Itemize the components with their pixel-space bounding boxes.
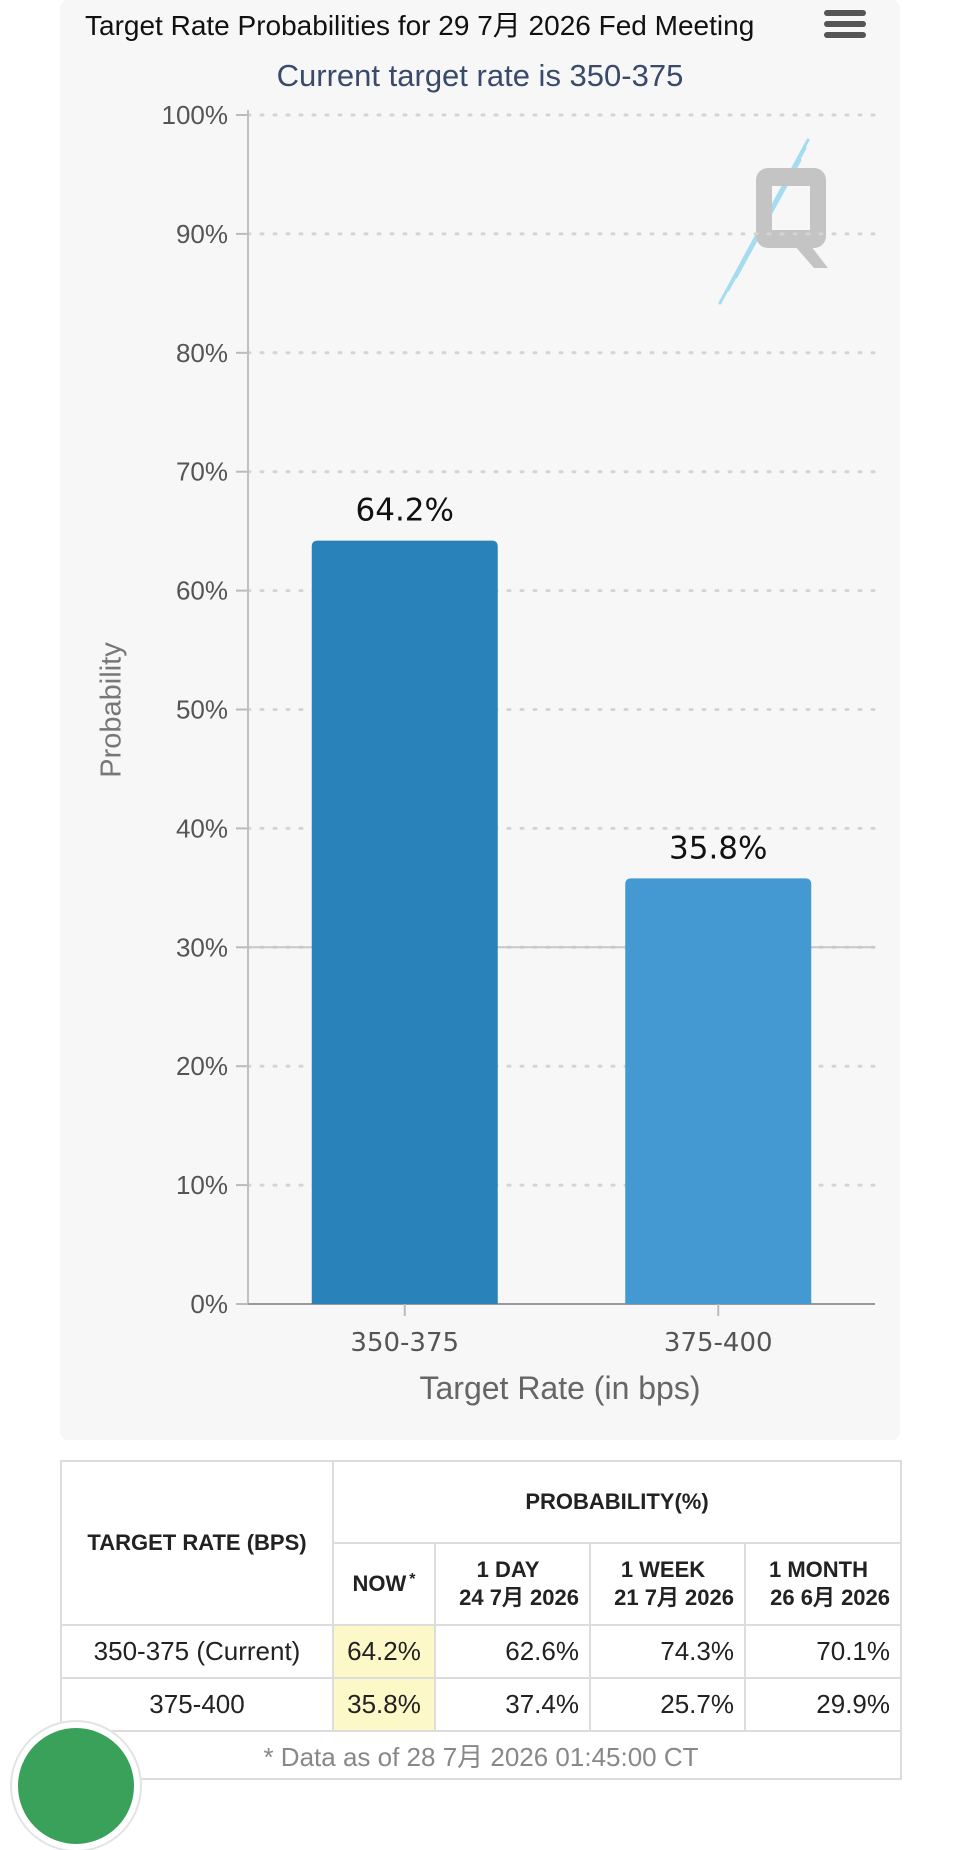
y-tick-label: 40% [176, 813, 228, 843]
asterisk-mark: * [409, 1571, 415, 1588]
data-label: 64.2% [356, 493, 454, 529]
y-tick-label: 60% [176, 576, 228, 606]
column-header-1-month: 1 MONTH 26 6月 2026 [745, 1543, 901, 1625]
column-header-now-label: NOW [353, 1571, 407, 1596]
bar-350-375[interactable] [312, 541, 498, 1304]
column-header-1-week-label: 1 WEEK [592, 1556, 734, 1584]
table-row: 375-400 35.8% 37.4% 25.7% 29.9% [61, 1678, 901, 1731]
bar-375-400[interactable] [625, 878, 811, 1304]
column-header-1-day: 1 DAY 24 7月 2026 [435, 1543, 590, 1625]
column-header-1-month-date: 26 6月 2026 [747, 1584, 890, 1612]
footnote-row: * Data as of 28 7月 2026 01:45:00 CT [61, 1731, 901, 1779]
y-tick-label: 10% [176, 1170, 228, 1200]
column-header-now: NOW * [333, 1543, 435, 1625]
watermark-logo-icon [720, 140, 828, 303]
y-tick-label: 30% [176, 932, 228, 962]
column-header-1-month-label: 1 MONTH [747, 1556, 890, 1584]
floating-action-icon[interactable] [12, 1722, 140, 1850]
column-header-1-day-date: 24 7月 2026 [437, 1584, 579, 1612]
x-tick-label: 350-375 [350, 1328, 459, 1358]
y-tick-label: 20% [176, 1051, 228, 1081]
bar-chart: 100% 90% 80% 70% 60% 50% 40% 30% 20% 10% 0% 64.2% 3… [0, 0, 960, 1440]
table-row: 350-375 (Current) 64.2% 62.6% 74.3% 70.1… [61, 1625, 901, 1678]
y-tick-label: 0% [190, 1289, 228, 1319]
data-timestamp-footnote: * Data as of 28 7月 2026 01:45:00 CT [61, 1731, 901, 1779]
y-tick-label: 90% [176, 219, 228, 249]
rate-cell: 375-400 [61, 1678, 333, 1731]
one-day-cell: 37.4% [435, 1678, 590, 1731]
column-header-1-week-date: 21 7月 2026 [592, 1584, 734, 1612]
now-cell: 35.8% [333, 1678, 435, 1731]
one-month-cell: 29.9% [745, 1678, 901, 1731]
data-label: 35.8% [669, 830, 767, 866]
target-rate-header: TARGET RATE (BPS) [61, 1461, 333, 1625]
column-header-1-week: 1 WEEK 21 7月 2026 [590, 1543, 745, 1625]
probability-table: TARGET RATE (BPS) PROBABILITY(%) NOW * 1 … [60, 1460, 902, 1780]
y-axis-title: Probability [96, 642, 129, 777]
now-cell: 64.2% [333, 1625, 435, 1678]
probability-header: PROBABILITY(%) [333, 1461, 901, 1543]
column-header-1-day-label: 1 DAY [437, 1556, 579, 1584]
x-tick-label: 375-400 [664, 1328, 773, 1358]
y-tick-label: 70% [176, 457, 228, 487]
one-week-cell: 25.7% [590, 1678, 745, 1731]
rate-cell: 350-375 (Current) [61, 1625, 333, 1678]
probability-table-container: TARGET RATE (BPS) PROBABILITY(%) NOW * 1 … [60, 1460, 900, 1780]
one-month-cell: 70.1% [745, 1625, 901, 1678]
one-week-cell: 74.3% [590, 1625, 745, 1678]
one-day-cell: 62.6% [435, 1625, 590, 1678]
y-tick-label: 80% [176, 338, 228, 368]
y-tick-label: 100% [162, 100, 229, 130]
x-axis-title: Target Rate (in bps) [419, 1370, 700, 1407]
y-tick-label: 50% [176, 695, 228, 725]
